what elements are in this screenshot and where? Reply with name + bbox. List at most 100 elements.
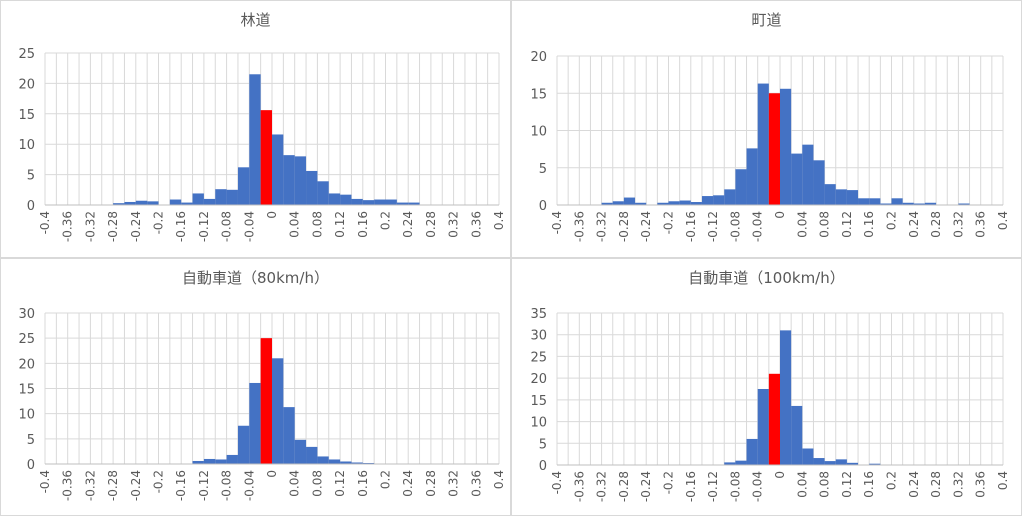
x-tick-label: 0.04 (288, 470, 302, 497)
histogram-chart: 0 5 10 15 20 25 -0.4 -0.36 -0.32 -0.28 -0.24 -0.2 -0… (18, 47, 506, 242)
x-tick-label: -0.28 (106, 211, 120, 242)
bar (690, 202, 702, 205)
x-tick-label: -0.4 (550, 471, 564, 494)
histogram-chart: 0 5 10 15 20 25 30 -0.4 -0.36 -0.32 -0.28 -0.24 -0.2… (18, 307, 506, 501)
y-tick-label: 10 (530, 125, 547, 140)
x-tick-label: 0.28 (929, 211, 943, 238)
bar (113, 203, 125, 205)
bar (317, 181, 329, 205)
y-tick-label: 30 (18, 307, 35, 322)
x-tick-label: -0.16 (174, 211, 188, 242)
x-tick-label: 0.4 (492, 470, 506, 489)
x-tick-label: 0.08 (818, 471, 832, 498)
chart-title: 自動車道（80km/h） (182, 269, 329, 287)
y-tick-label: 15 (530, 394, 547, 409)
y-tick-label: 10 (18, 408, 35, 423)
x-tick-label: -0.32 (83, 211, 97, 242)
bar (623, 197, 636, 205)
bar (735, 460, 747, 465)
x-tick-label: 0.24 (401, 470, 415, 497)
x-tick-label: -0.24 (129, 470, 143, 501)
bar (924, 202, 937, 205)
x-tick-label: -0.36 (61, 211, 75, 242)
bar (272, 358, 284, 464)
x-tick-label: -0.2 (662, 211, 676, 234)
x-tick-label: -0.36 (572, 211, 586, 242)
y-tick-label: 0 (539, 199, 547, 214)
bar (203, 198, 216, 205)
bar (824, 461, 836, 465)
x-tick-label: 0.2 (885, 211, 899, 230)
x-tick-label: 0.12 (333, 211, 347, 238)
bar (835, 459, 847, 465)
bar (283, 407, 295, 464)
bar (135, 200, 148, 205)
x-tick-label: 0.2 (379, 470, 393, 489)
x-tick-label: -0.08 (728, 471, 742, 502)
bar (374, 199, 386, 205)
bar (237, 167, 250, 205)
bar (635, 202, 647, 205)
bar (891, 198, 903, 205)
bar (657, 202, 669, 205)
bar (362, 200, 375, 205)
x-tick-label: 0.16 (862, 211, 876, 238)
x-tick-label: -0.4 (550, 211, 564, 234)
x-tick-label: 0.24 (907, 211, 921, 238)
bar (791, 405, 803, 465)
chart-panel-expressway-80: 自動車道（80km/h） 0 5 10 15 20 25 30 -0.4 -0.36 -0.32-… (0, 258, 511, 516)
x-tick-label: -0.28 (617, 211, 631, 242)
bar (701, 196, 714, 205)
x-tick-label: 0.12 (840, 211, 854, 238)
x-tick-label: 0.32 (951, 471, 965, 498)
x-tick-label: -0.04 (751, 471, 765, 502)
x-tick-label: -0.12 (197, 211, 211, 242)
x-tick-label: -0.16 (684, 211, 698, 242)
x-tick-label: -0.4 (38, 211, 52, 234)
x-tick-label: -0.24 (639, 471, 653, 502)
bar (824, 184, 836, 205)
bar (757, 389, 769, 465)
bar (215, 189, 227, 205)
x-tick-label: 0.08 (818, 211, 832, 238)
histogram-chart: 0 5 10 15 20 -0.4 -0.36 -0.32 -0.28 -0.24 -0.2 -0.1… (530, 50, 1010, 242)
x-tick-label: -0.16 (684, 471, 698, 502)
x-tick-label: 0.32 (951, 211, 965, 238)
x-tick-label: 0.08 (310, 470, 324, 497)
chart-title: 町道 (751, 11, 782, 29)
bar (249, 74, 261, 205)
x-tick-label: 0.04 (795, 211, 809, 238)
x-tick-label: 0.36 (974, 211, 988, 238)
bar (294, 439, 307, 464)
histogram-chart: 0 5 10 15 20 25 30 35 -0.4 -0.36 -0.32 -0.28 -0.24 -0… (530, 307, 1010, 502)
y-tick-label: 15 (18, 383, 35, 398)
bar (340, 194, 352, 205)
bar (226, 189, 238, 205)
x-tick-label: 0.4 (492, 211, 506, 230)
y-tick-label: 20 (18, 357, 35, 372)
x-tick-label: -0.12 (706, 211, 720, 242)
bar (668, 201, 680, 205)
x-tick-label: 0.36 (469, 470, 483, 497)
y-tick-label: 15 (18, 108, 35, 123)
x-tick-label: -0.32 (595, 211, 609, 242)
x-tick-label: 0.16 (862, 471, 876, 498)
x-tick-label: -0.04 (751, 211, 765, 242)
bar-highlight (768, 93, 780, 205)
x-tick-label: -0.36 (572, 471, 586, 502)
x-tick-label: 0.2 (379, 211, 393, 230)
bar (735, 169, 747, 205)
bar-highlight (260, 110, 272, 205)
bar (902, 202, 914, 205)
bar (780, 88, 792, 205)
x-tick-label: 0.16 (356, 211, 370, 238)
y-tick-label: 20 (530, 50, 547, 65)
x-tick-label: -0.04 (242, 211, 256, 242)
x-tick-label: 0 (265, 211, 279, 219)
bar (147, 201, 159, 205)
y-tick-label: 10 (18, 138, 35, 153)
x-tick-label: 0.04 (288, 211, 302, 238)
x-tick-label: -0.36 (61, 470, 75, 501)
x-tick-label: -0.2 (152, 470, 166, 493)
bar (283, 155, 295, 205)
